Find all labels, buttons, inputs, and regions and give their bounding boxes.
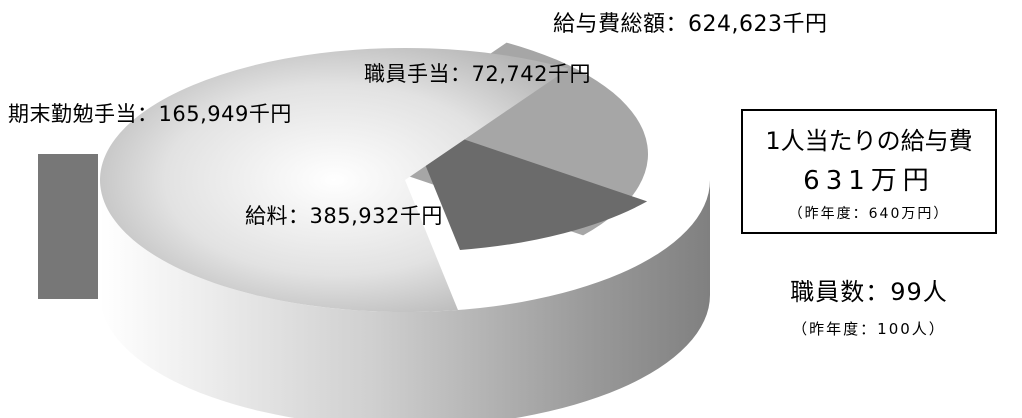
pie-chart [38,42,710,418]
per-person-previous-year: （昨年度：640万円） [788,206,950,222]
pie-slice-staff-allowance [407,120,648,250]
per-person-label: 1人当たりの給与費 [765,127,973,155]
slice-label-term-end-allowance: 期末勤勉手当：165,949千円 [8,102,292,126]
slice-label-staff-allowance: 職員手当：72,742千円 [364,62,591,86]
total-salary-label: 給与費総額：624,623千円 [553,12,828,37]
per-person-box: 1人当たりの給与費 631万円 （昨年度：640万円） [741,109,997,234]
staff-count: 職員数：99人 [790,278,948,306]
per-person-value: 631万円 [803,166,935,196]
pie-slice-salary [99,48,710,418]
staff-count-previous-year: （昨年度：100人） [792,320,946,338]
slice-label-salary: 給料：385,932千円 [245,204,443,228]
